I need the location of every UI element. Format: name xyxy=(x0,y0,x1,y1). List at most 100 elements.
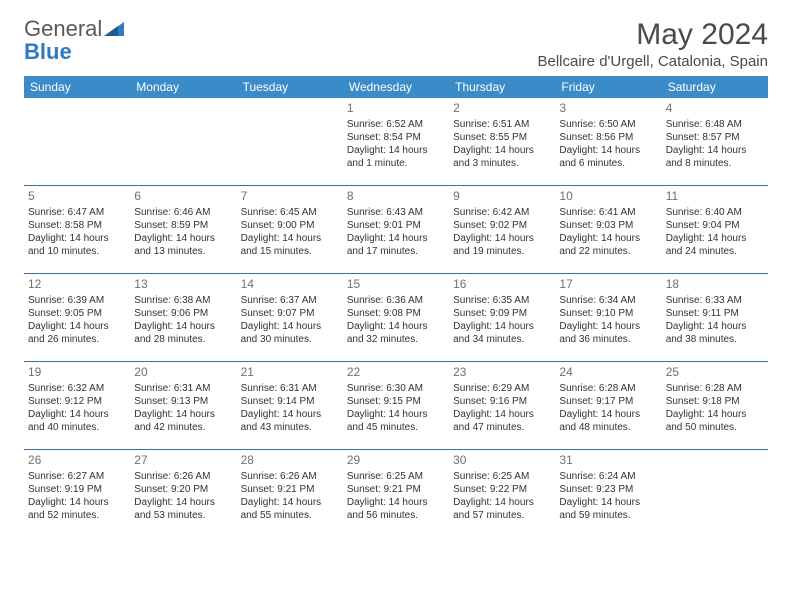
sunset-line: Sunset: 8:57 PM xyxy=(666,131,764,144)
sunrise-line: Sunrise: 6:48 AM xyxy=(666,118,764,131)
sunset-line: Sunset: 9:09 PM xyxy=(453,307,551,320)
sunset-line: Sunset: 9:06 PM xyxy=(134,307,232,320)
day-number: 25 xyxy=(666,365,764,381)
sunrise-line: Sunrise: 6:36 AM xyxy=(347,294,445,307)
sunrise-line: Sunrise: 6:33 AM xyxy=(666,294,764,307)
sunrise-line: Sunrise: 6:32 AM xyxy=(28,382,126,395)
sunrise-line: Sunrise: 6:27 AM xyxy=(28,470,126,483)
sunset-line: Sunset: 9:08 PM xyxy=(347,307,445,320)
daylight-line: Daylight: 14 hours and 10 minutes. xyxy=(28,232,126,258)
sunrise-line: Sunrise: 6:28 AM xyxy=(559,382,657,395)
sunset-line: Sunset: 8:54 PM xyxy=(347,131,445,144)
daylight-line: Daylight: 14 hours and 48 minutes. xyxy=(559,408,657,434)
sunrise-line: Sunrise: 6:34 AM xyxy=(559,294,657,307)
daylight-line: Daylight: 14 hours and 8 minutes. xyxy=(666,144,764,170)
sunset-line: Sunset: 8:58 PM xyxy=(28,219,126,232)
daylight-line: Daylight: 14 hours and 19 minutes. xyxy=(453,232,551,258)
logo-triangle-icon xyxy=(104,22,124,41)
page-title: May 2024 xyxy=(538,18,769,51)
weekday-header: Saturday xyxy=(662,76,768,98)
calendar-cell: 10Sunrise: 6:41 AMSunset: 9:03 PMDayligh… xyxy=(555,186,661,274)
calendar-table: SundayMondayTuesdayWednesdayThursdayFrid… xyxy=(24,76,768,537)
weekday-header: Monday xyxy=(130,76,236,98)
sunset-line: Sunset: 9:02 PM xyxy=(453,219,551,232)
sunrise-line: Sunrise: 6:52 AM xyxy=(347,118,445,131)
sunrise-line: Sunrise: 6:39 AM xyxy=(28,294,126,307)
sunrise-line: Sunrise: 6:26 AM xyxy=(134,470,232,483)
sunrise-line: Sunrise: 6:43 AM xyxy=(347,206,445,219)
sunset-line: Sunset: 8:55 PM xyxy=(453,131,551,144)
daylight-line: Daylight: 14 hours and 17 minutes. xyxy=(347,232,445,258)
day-number: 2 xyxy=(453,101,551,117)
calendar-cell: 1Sunrise: 6:52 AMSunset: 8:54 PMDaylight… xyxy=(343,98,449,186)
daylight-line: Daylight: 14 hours and 15 minutes. xyxy=(241,232,339,258)
day-number: 26 xyxy=(28,453,126,469)
day-number: 24 xyxy=(559,365,657,381)
sunrise-line: Sunrise: 6:31 AM xyxy=(134,382,232,395)
calendar-cell: 18Sunrise: 6:33 AMSunset: 9:11 PMDayligh… xyxy=(662,274,768,362)
day-number: 14 xyxy=(241,277,339,293)
sunset-line: Sunset: 9:21 PM xyxy=(241,483,339,496)
day-number: 21 xyxy=(241,365,339,381)
sunset-line: Sunset: 9:12 PM xyxy=(28,395,126,408)
sunrise-line: Sunrise: 6:46 AM xyxy=(134,206,232,219)
day-number: 8 xyxy=(347,189,445,205)
sunrise-line: Sunrise: 6:51 AM xyxy=(453,118,551,131)
sunrise-line: Sunrise: 6:41 AM xyxy=(559,206,657,219)
day-number: 4 xyxy=(666,101,764,117)
calendar-cell: 7Sunrise: 6:45 AMSunset: 9:00 PMDaylight… xyxy=(237,186,343,274)
daylight-line: Daylight: 14 hours and 45 minutes. xyxy=(347,408,445,434)
daylight-line: Daylight: 14 hours and 50 minutes. xyxy=(666,408,764,434)
calendar-cell: 30Sunrise: 6:25 AMSunset: 9:22 PMDayligh… xyxy=(449,450,555,538)
daylight-line: Daylight: 14 hours and 47 minutes. xyxy=(453,408,551,434)
sunset-line: Sunset: 9:04 PM xyxy=(666,219,764,232)
sunrise-line: Sunrise: 6:38 AM xyxy=(134,294,232,307)
daylight-line: Daylight: 14 hours and 34 minutes. xyxy=(453,320,551,346)
daylight-line: Daylight: 14 hours and 32 minutes. xyxy=(347,320,445,346)
sunset-line: Sunset: 9:18 PM xyxy=(666,395,764,408)
daylight-line: Daylight: 14 hours and 13 minutes. xyxy=(134,232,232,258)
daylight-line: Daylight: 14 hours and 38 minutes. xyxy=(666,320,764,346)
daylight-line: Daylight: 14 hours and 6 minutes. xyxy=(559,144,657,170)
day-number: 18 xyxy=(666,277,764,293)
calendar-cell: 20Sunrise: 6:31 AMSunset: 9:13 PMDayligh… xyxy=(130,362,236,450)
calendar-cell: 6Sunrise: 6:46 AMSunset: 8:59 PMDaylight… xyxy=(130,186,236,274)
day-number: 17 xyxy=(559,277,657,293)
title-block: May 2024 Bellcaire d'Urgell, Catalonia, … xyxy=(538,18,769,70)
sunset-line: Sunset: 9:15 PM xyxy=(347,395,445,408)
day-number: 11 xyxy=(666,189,764,205)
calendar-cell: 24Sunrise: 6:28 AMSunset: 9:17 PMDayligh… xyxy=(555,362,661,450)
calendar-cell: 3Sunrise: 6:50 AMSunset: 8:56 PMDaylight… xyxy=(555,98,661,186)
daylight-line: Daylight: 14 hours and 22 minutes. xyxy=(559,232,657,258)
calendar-cell xyxy=(24,98,130,186)
day-number: 30 xyxy=(453,453,551,469)
sunset-line: Sunset: 9:17 PM xyxy=(559,395,657,408)
day-number: 7 xyxy=(241,189,339,205)
day-number: 31 xyxy=(559,453,657,469)
daylight-line: Daylight: 14 hours and 52 minutes. xyxy=(28,496,126,522)
sunset-line: Sunset: 9:14 PM xyxy=(241,395,339,408)
sunrise-line: Sunrise: 6:42 AM xyxy=(453,206,551,219)
day-number: 15 xyxy=(347,277,445,293)
calendar-cell: 13Sunrise: 6:38 AMSunset: 9:06 PMDayligh… xyxy=(130,274,236,362)
sunrise-line: Sunrise: 6:37 AM xyxy=(241,294,339,307)
sunrise-line: Sunrise: 6:40 AM xyxy=(666,206,764,219)
weekday-header: Thursday xyxy=(449,76,555,98)
daylight-line: Daylight: 14 hours and 24 minutes. xyxy=(666,232,764,258)
calendar-cell: 14Sunrise: 6:37 AMSunset: 9:07 PMDayligh… xyxy=(237,274,343,362)
daylight-line: Daylight: 14 hours and 43 minutes. xyxy=(241,408,339,434)
calendar-cell: 9Sunrise: 6:42 AMSunset: 9:02 PMDaylight… xyxy=(449,186,555,274)
sunrise-line: Sunrise: 6:50 AM xyxy=(559,118,657,131)
day-number: 23 xyxy=(453,365,551,381)
daylight-line: Daylight: 14 hours and 30 minutes. xyxy=(241,320,339,346)
sunset-line: Sunset: 9:20 PM xyxy=(134,483,232,496)
calendar-cell: 25Sunrise: 6:28 AMSunset: 9:18 PMDayligh… xyxy=(662,362,768,450)
day-number: 9 xyxy=(453,189,551,205)
sunset-line: Sunset: 9:22 PM xyxy=(453,483,551,496)
day-number: 13 xyxy=(134,277,232,293)
weekday-header: Tuesday xyxy=(237,76,343,98)
daylight-line: Daylight: 14 hours and 53 minutes. xyxy=(134,496,232,522)
day-number: 3 xyxy=(559,101,657,117)
day-number: 27 xyxy=(134,453,232,469)
sunset-line: Sunset: 9:05 PM xyxy=(28,307,126,320)
